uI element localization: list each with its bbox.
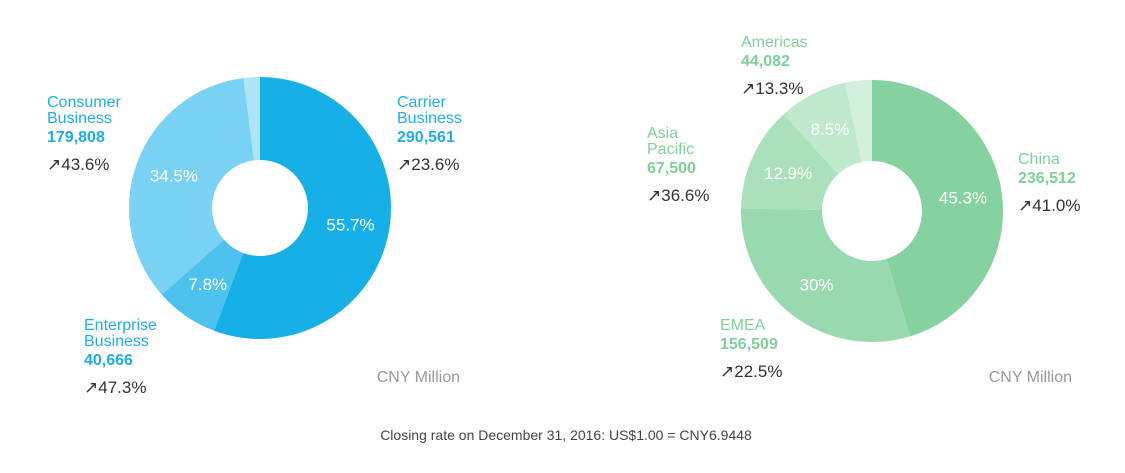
- category-value-china: 236,512: [1018, 170, 1076, 187]
- category-name-china: China: [1018, 151, 1060, 168]
- category-growth-consumer-business: ↗43.6%: [47, 155, 109, 174]
- category-growth-emea: ↗22.5%: [720, 362, 782, 381]
- slice-percent-china: 45.3%: [939, 188, 987, 207]
- category-growth-americas: ↗13.3%: [741, 79, 803, 98]
- slice-percent-consumer-business: 34.5%: [150, 166, 198, 185]
- slice-percent-emea: 30%: [800, 275, 834, 294]
- category-growth-china: ↗41.0%: [1018, 196, 1080, 215]
- category-name-asia-pacific: Pacific: [647, 141, 694, 158]
- category-value-carrier-business: 290,561: [397, 129, 455, 146]
- slice-other: [845, 80, 872, 163]
- category-value-asia-pacific: 67,500: [647, 160, 696, 177]
- slice-china: [872, 80, 1003, 337]
- slice-other: [243, 77, 260, 161]
- donut-chart-business: 55.7%CarrierBusiness290,561↗23.6%7.8%Ent…: [47, 77, 462, 397]
- category-name-americas: Americas: [741, 34, 808, 51]
- category-name-asia-pacific: Asia: [647, 125, 678, 142]
- slice-percent-americas: 8.5%: [811, 120, 850, 139]
- category-value-enterprise-business: 40,666: [84, 352, 133, 369]
- category-growth-carrier-business: ↗23.6%: [397, 155, 459, 174]
- category-growth-enterprise-business: ↗47.3%: [84, 378, 146, 397]
- category-value-consumer-business: 179,808: [47, 129, 105, 146]
- unit-label: CNY Million: [377, 369, 460, 386]
- category-name-consumer-business: Consumer: [47, 94, 121, 111]
- slice-percent-asia-pacific: 12.9%: [764, 164, 812, 183]
- exchange-rate-footnote: Closing rate on December 31, 2016: US$1.…: [380, 427, 752, 443]
- category-name-carrier-business: Carrier: [397, 94, 447, 111]
- category-name-emea: EMEA: [720, 317, 766, 334]
- slice-percent-enterprise-business: 7.8%: [188, 275, 227, 294]
- slice-emea: [740, 208, 911, 342]
- slice-americas: [783, 82, 862, 175]
- donut-chart-region: 45.3% China 236,512 ↗41.0% 30% EMEA 156,509 ↗22…: [647, 34, 1080, 386]
- category-name-consumer-business: Business: [47, 110, 112, 127]
- slice-enterprise-business: [161, 239, 244, 331]
- slice-consumer-business: [128, 78, 254, 295]
- category-value-emea: 156,509: [720, 336, 778, 353]
- slice-carrier-business: [214, 77, 391, 339]
- slice-percent-carrier-business: 55.7%: [326, 215, 374, 234]
- category-name-carrier-business: Business: [397, 110, 462, 127]
- category-name-enterprise-business: Business: [84, 333, 149, 350]
- category-value-americas: 44,082: [741, 53, 790, 70]
- slice-asia-pacific: [741, 114, 839, 211]
- category-name-enterprise-business: Enterprise: [84, 317, 157, 334]
- unit-label: CNY Million: [989, 369, 1072, 386]
- category-growth-asia-pacific: ↗36.6%: [647, 186, 709, 205]
